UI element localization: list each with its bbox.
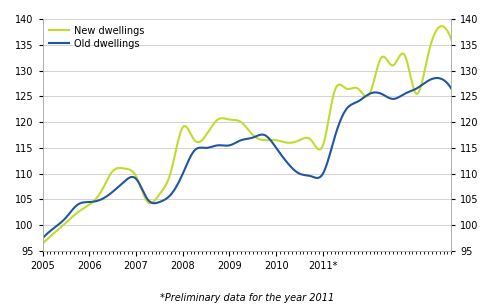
Old dwellings [173,186,179,189]
New dwellings [173,149,179,153]
New dwellings [449,38,454,41]
Old dwellings [89,200,95,204]
Old dwellings [335,126,341,130]
New dwellings [89,201,95,205]
Old dwellings [297,172,303,176]
New dwellings [335,84,341,87]
Old dwellings [449,87,454,90]
Old dwellings [40,236,45,240]
Text: *Preliminary data for the year 2011: *Preliminary data for the year 2011 [160,293,334,303]
New dwellings [297,138,303,142]
Old dwellings [434,76,440,80]
New dwellings [202,136,207,139]
Old dwellings [337,120,343,124]
New dwellings [439,24,445,28]
Line: Old dwellings: Old dwellings [42,78,452,238]
New dwellings [337,83,343,86]
New dwellings [40,241,45,245]
Legend: New dwellings, Old dwellings: New dwellings, Old dwellings [47,24,146,51]
Line: New dwellings: New dwellings [42,26,452,243]
Old dwellings [202,146,207,150]
